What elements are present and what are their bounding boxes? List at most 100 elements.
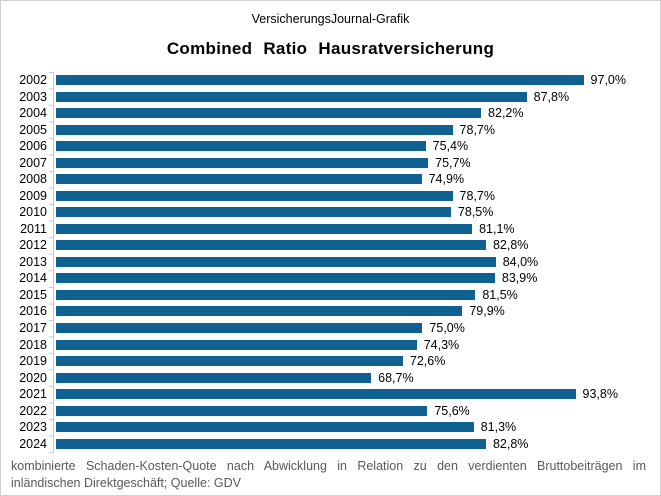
value-label: 87,8% <box>533 89 570 104</box>
bar-row: 2020 68,7% <box>1 369 660 386</box>
bar <box>56 240 486 251</box>
bar <box>56 207 451 218</box>
year-label: 2017 <box>19 320 47 335</box>
bar-row: 2010 78,5% <box>1 204 660 221</box>
value-label: 78,7% <box>459 188 495 203</box>
value-label: 81,5% <box>482 287 518 302</box>
bar-track: 68,7% <box>54 371 626 385</box>
value-label: 78,7% <box>459 122 495 137</box>
bar-row: 2017 75,0% <box>1 320 660 337</box>
bar-row: 2013 84,0% <box>1 254 660 271</box>
bar-track: 79,9% <box>54 304 626 318</box>
year-label: 2004 <box>19 106 47 121</box>
bar <box>56 157 429 168</box>
bar <box>56 289 476 300</box>
year-label: 2011 <box>20 221 47 236</box>
value-label: 84,0% <box>502 254 539 269</box>
bar-rows: 2002 97,0% 2003 87,8% 2004 82,2% 2005 78,7% 2006… <box>1 72 660 452</box>
bar-row: 2012 82,8% <box>1 237 660 254</box>
bar <box>56 438 486 449</box>
bar <box>56 372 372 383</box>
bar-track: 93,8% <box>54 387 626 401</box>
value-label: 97,0% <box>590 73 626 88</box>
year-label: 2005 <box>19 122 47 137</box>
year-label: 2024 <box>19 436 47 451</box>
value-label: 75,6% <box>434 403 470 418</box>
bar-row: 2007 75,7% <box>1 155 660 172</box>
bar-track: 82,8% <box>54 437 626 451</box>
value-label: 93,8% <box>582 387 618 402</box>
bar-track: 78,7% <box>54 123 626 137</box>
bar <box>56 91 527 102</box>
value-label: 72,6% <box>409 354 446 369</box>
year-label: 2015 <box>19 287 47 302</box>
bar-track: 74,3% <box>54 338 626 352</box>
bar-track: 75,0% <box>54 321 626 335</box>
year-label: 2014 <box>19 271 47 286</box>
year-label: 2009 <box>19 188 47 203</box>
chart-title: Combined Ratio Hausratversicherung <box>166 39 495 58</box>
bar <box>56 405 428 416</box>
value-label: 74,9% <box>428 172 465 187</box>
footnote-line-2: inländischen Direktgeschäft; Quelle: GDV <box>11 476 241 490</box>
bar-track: 75,7% <box>54 156 626 170</box>
year-label: 2003 <box>19 89 47 104</box>
bar <box>56 422 474 433</box>
bar-row: 2003 87,8% <box>1 89 660 106</box>
bar <box>56 389 576 400</box>
bar-row: 2016 79,9% <box>1 303 660 320</box>
bar <box>56 322 423 333</box>
year-label: 2013 <box>19 254 47 269</box>
value-label: 75,7% <box>435 155 471 170</box>
bar-chart: 2002 97,0% 2003 87,8% 2004 82,2% 2005 78,7% 2006… <box>1 72 660 453</box>
y-axis-ticks <box>49 72 53 453</box>
value-label: 82,2% <box>488 106 524 121</box>
value-label: 74,3% <box>423 337 460 352</box>
bar <box>56 339 417 350</box>
value-label: 75,0% <box>429 320 465 335</box>
bar-track: 81,5% <box>54 288 626 302</box>
bar-track: 83,9% <box>54 271 626 285</box>
chart-subtitle: VersicherungsJournal-Grafik <box>251 12 410 26</box>
bar-track: 81,3% <box>54 420 626 434</box>
bar-track: 75,6% <box>54 404 626 418</box>
bar <box>56 223 473 234</box>
bar <box>56 256 496 267</box>
bar-track: 82,8% <box>54 238 626 252</box>
year-label: 2020 <box>19 370 47 385</box>
value-label: 68,7% <box>378 370 414 385</box>
year-label: 2010 <box>19 205 47 220</box>
year-label: 2007 <box>19 155 47 170</box>
bar-track: 74,9% <box>54 172 626 186</box>
bar-track: 87,8% <box>54 90 626 104</box>
year-label: 2023 <box>19 420 47 435</box>
bar <box>56 108 482 119</box>
y-axis-line <box>53 72 54 453</box>
bar-track: 82,2% <box>54 106 626 120</box>
year-label: 2016 <box>19 304 47 319</box>
bar <box>56 75 584 86</box>
year-label: 2002 <box>19 73 47 88</box>
bar-row: 2024 82,8% <box>1 435 660 452</box>
bar <box>56 124 453 135</box>
bar <box>56 141 426 152</box>
value-label: 82,8% <box>492 436 529 451</box>
bar-track: 81,1% <box>54 222 626 236</box>
bar-row: 2014 83,9% <box>1 270 660 287</box>
bar-row: 2011 81,1% <box>1 221 660 238</box>
bar-row: 2019 72,6% <box>1 353 660 370</box>
bar <box>56 174 422 185</box>
year-label: 2018 <box>19 337 47 352</box>
bar <box>56 273 495 284</box>
value-label: 81,3% <box>480 420 517 435</box>
footnote-line-1: kombinierte Schaden-Kosten-Quote nach Ab… <box>11 459 646 473</box>
value-label: 78,5% <box>457 205 494 220</box>
year-label: 2012 <box>19 238 47 253</box>
bar <box>56 306 463 317</box>
bar-track: 72,6% <box>54 354 626 368</box>
bar <box>56 190 453 201</box>
value-label: 81,1% <box>479 221 515 236</box>
bar-row: 2005 78,7% <box>1 122 660 139</box>
year-label: 2008 <box>19 172 47 187</box>
